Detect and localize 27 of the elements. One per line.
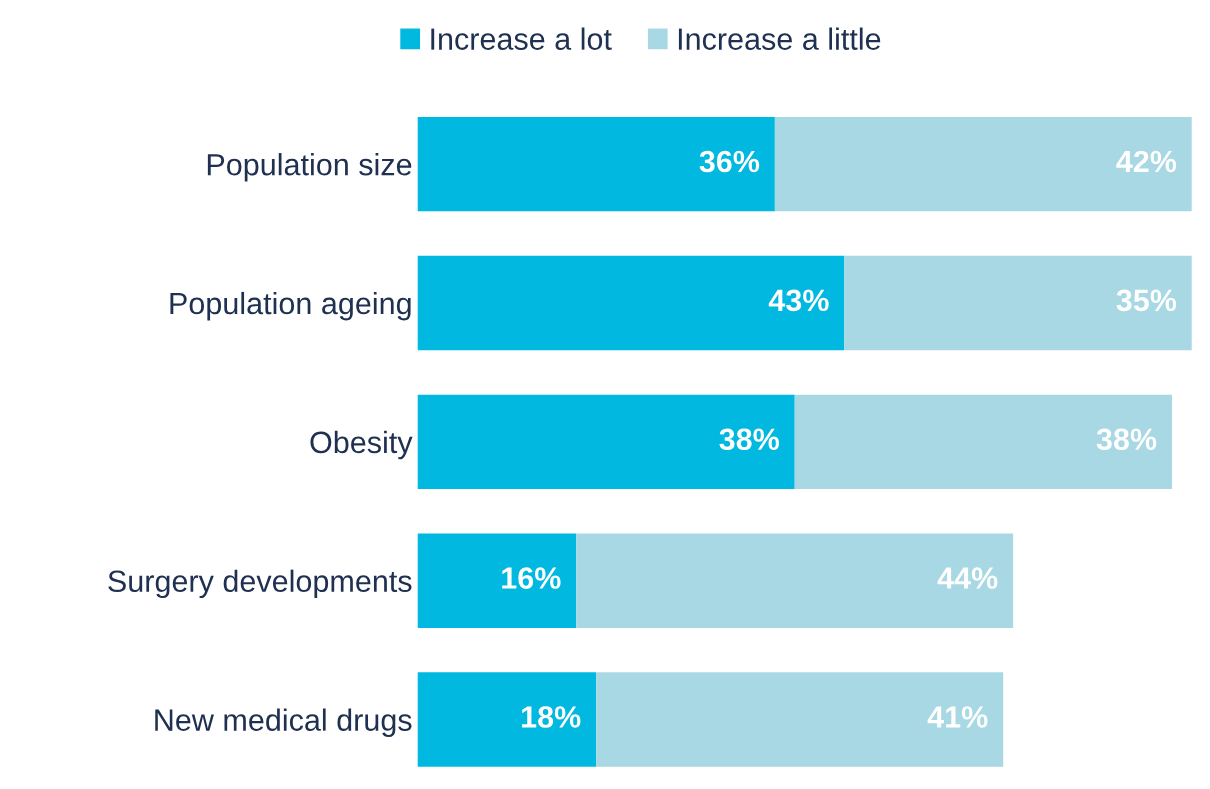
y-tick-label: Surgery developments bbox=[108, 569, 412, 599]
data-label: 35% bbox=[1116, 289, 1177, 312]
y-tick-label: New medical drugs bbox=[155, 708, 412, 737]
y-tick-label: Population ageing bbox=[170, 291, 411, 321]
legend-label: Increase a lot bbox=[431, 27, 612, 50]
bar bbox=[417, 394, 795, 490]
bar bbox=[417, 672, 597, 767]
bar bbox=[417, 255, 845, 351]
bar bbox=[794, 394, 1172, 490]
data-label: 38% bbox=[719, 428, 780, 451]
bar bbox=[417, 533, 577, 628]
bar bbox=[844, 255, 1192, 351]
data-label: 36% bbox=[699, 150, 760, 173]
y-tick-label: Population size bbox=[207, 153, 412, 182]
data-label: 16% bbox=[502, 567, 561, 589]
data-label: 42% bbox=[1116, 150, 1177, 173]
bar bbox=[576, 533, 1014, 628]
data-label: 18% bbox=[522, 706, 581, 728]
legend-label: Increase a little bbox=[678, 27, 881, 50]
data-label: 44% bbox=[937, 567, 998, 589]
y-tick-label: Obesity bbox=[310, 430, 413, 460]
bar bbox=[596, 672, 1004, 767]
bar bbox=[417, 116, 775, 212]
data-label: 38% bbox=[1096, 428, 1157, 451]
data-label: 41% bbox=[927, 706, 988, 728]
bar bbox=[774, 116, 1192, 212]
data-label: 43% bbox=[768, 289, 829, 312]
